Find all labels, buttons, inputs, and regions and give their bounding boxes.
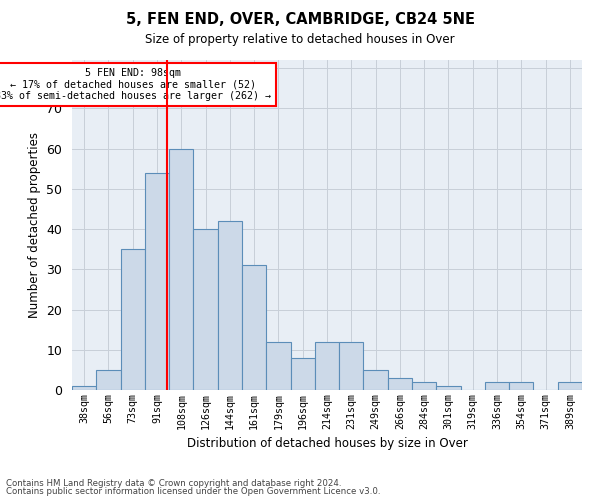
Bar [169, 148, 193, 390]
Bar [290, 358, 315, 390]
Bar [96, 370, 121, 390]
Bar [436, 386, 461, 390]
Bar [509, 382, 533, 390]
Bar [266, 342, 290, 390]
Bar [315, 342, 339, 390]
Y-axis label: Number of detached properties: Number of detached properties [28, 132, 41, 318]
Bar [218, 221, 242, 390]
Bar [72, 386, 96, 390]
Bar [145, 172, 169, 390]
Text: 5 FEN END: 98sqm
← 17% of detached houses are smaller (52)
83% of semi-detached : 5 FEN END: 98sqm ← 17% of detached house… [0, 68, 271, 100]
Bar [485, 382, 509, 390]
Text: Size of property relative to detached houses in Over: Size of property relative to detached ho… [145, 32, 455, 46]
Bar [242, 265, 266, 390]
Bar [193, 229, 218, 390]
Text: 5, FEN END, OVER, CAMBRIDGE, CB24 5NE: 5, FEN END, OVER, CAMBRIDGE, CB24 5NE [125, 12, 475, 28]
Bar [364, 370, 388, 390]
Bar [121, 249, 145, 390]
Bar [388, 378, 412, 390]
Bar [339, 342, 364, 390]
Bar [412, 382, 436, 390]
X-axis label: Distribution of detached houses by size in Over: Distribution of detached houses by size … [187, 437, 467, 450]
Text: Contains HM Land Registry data © Crown copyright and database right 2024.: Contains HM Land Registry data © Crown c… [6, 478, 341, 488]
Bar [558, 382, 582, 390]
Text: Contains public sector information licensed under the Open Government Licence v3: Contains public sector information licen… [6, 487, 380, 496]
